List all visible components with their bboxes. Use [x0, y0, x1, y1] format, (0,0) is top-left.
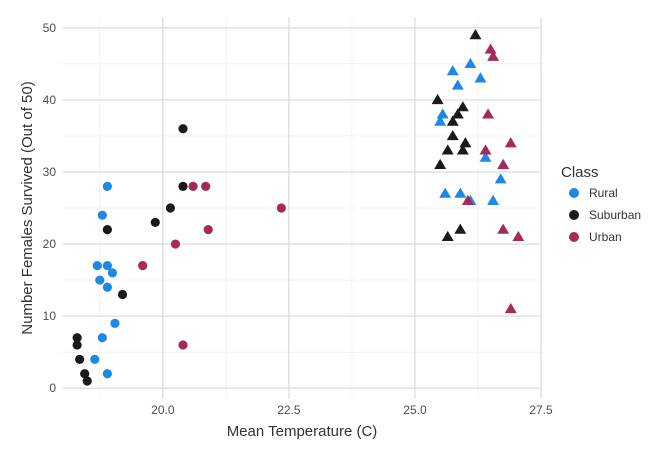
legend-title: Class	[561, 164, 599, 181]
y-axis-ticks: 0 10 20 30 40 50	[43, 21, 57, 395]
x-axis-title: Mean Temperature (C)	[227, 423, 378, 440]
legend-key-suburban	[569, 210, 579, 220]
point-suburban-triangle	[441, 230, 454, 242]
y-axis-title: Number Females Survived (Out of 50)	[19, 81, 36, 334]
point-suburban-triangle	[456, 144, 469, 155]
point-rural-triangle	[436, 108, 449, 119]
point-suburban-circle	[178, 124, 188, 134]
point-urban-triangle	[479, 144, 492, 155]
point-suburban-triangle	[446, 129, 459, 141]
point-rural-circle	[102, 181, 112, 191]
point-rural-circle	[95, 275, 105, 285]
legend: Class Rural Suburban Urban	[561, 164, 641, 244]
point-suburban-circle	[82, 376, 92, 386]
y-tick-label: 30	[43, 165, 57, 179]
x-tick-label: 20.0	[151, 403, 175, 417]
point-rural-circle	[102, 369, 112, 379]
point-suburban-triangle	[451, 108, 464, 119]
point-urban-triangle	[484, 43, 497, 54]
point-rural-triangle	[446, 65, 459, 76]
point-rural-triangle	[454, 187, 467, 198]
point-rural-triangle	[474, 72, 487, 83]
point-rural-triangle	[451, 79, 464, 90]
point-suburban-triangle	[469, 29, 482, 40]
point-suburban-triangle	[441, 144, 454, 155]
point-urban-circle	[276, 203, 286, 213]
point-rural-triangle	[439, 187, 452, 198]
point-rural-circle	[102, 282, 112, 292]
point-urban-circle	[178, 340, 188, 350]
point-urban-circle	[138, 261, 148, 271]
point-urban-circle	[188, 181, 198, 191]
point-suburban-circle	[72, 340, 82, 350]
point-rural-circle	[102, 261, 112, 271]
point-urban-triangle	[461, 194, 474, 205]
point-suburban-circle	[178, 181, 188, 191]
point-suburban-triangle	[434, 158, 447, 169]
point-rural-circle	[97, 333, 107, 343]
point-urban-triangle	[512, 230, 525, 242]
point-rural-triangle	[494, 173, 507, 184]
point-urban-triangle	[504, 137, 517, 148]
y-tick-label: 40	[43, 93, 57, 107]
point-suburban-triangle	[459, 137, 472, 148]
point-suburban-triangle	[456, 101, 469, 112]
point-suburban-circle	[165, 203, 176, 213]
point-rural-triangle	[434, 115, 447, 126]
point-suburban-circle	[75, 354, 85, 364]
point-rural-triangle	[487, 194, 500, 205]
legend-label-rural: Rural	[589, 186, 618, 200]
point-suburban-circle	[150, 217, 160, 228]
point-urban-triangle	[497, 223, 510, 234]
point-rural-circle	[97, 210, 107, 220]
y-tick-label: 10	[43, 309, 57, 323]
point-urban-circle	[170, 239, 181, 249]
point-rural-circle	[92, 261, 102, 271]
legend-label-suburban: Suburban	[589, 208, 641, 222]
point-rural-circle	[107, 268, 118, 278]
y-tick-label: 50	[43, 21, 57, 35]
point-suburban-circle	[117, 289, 128, 300]
y-tick-label: 20	[43, 237, 57, 251]
legend-label-urban: Urban	[589, 230, 622, 244]
point-suburban-circle	[80, 369, 90, 379]
grid-lines	[62, 17, 542, 399]
point-urban-triangle	[487, 50, 500, 61]
legend-key-urban	[569, 232, 579, 242]
legend-key-rural	[569, 188, 579, 198]
point-urban-circle	[203, 225, 213, 235]
point-rural-circle	[110, 318, 120, 328]
point-suburban-triangle	[454, 223, 467, 234]
data-points	[72, 29, 525, 386]
y-tick-label: 0	[49, 381, 56, 395]
x-tick-label: 25.0	[403, 403, 427, 417]
point-suburban-circle	[72, 333, 82, 343]
x-axis-ticks: 20.0 22.5 25.0 27.5	[151, 403, 553, 417]
point-suburban-triangle	[431, 93, 444, 105]
x-tick-label: 27.5	[529, 403, 553, 417]
point-urban-triangle	[497, 158, 510, 169]
point-suburban-circle	[102, 225, 112, 235]
point-rural-circle	[90, 354, 100, 364]
point-urban-triangle	[504, 302, 517, 314]
x-tick-label: 22.5	[277, 403, 301, 417]
point-suburban-triangle	[446, 115, 459, 126]
point-rural-triangle	[479, 151, 492, 162]
point-urban-triangle	[482, 108, 495, 119]
point-urban-circle	[201, 181, 211, 191]
point-rural-triangle	[464, 57, 477, 69]
